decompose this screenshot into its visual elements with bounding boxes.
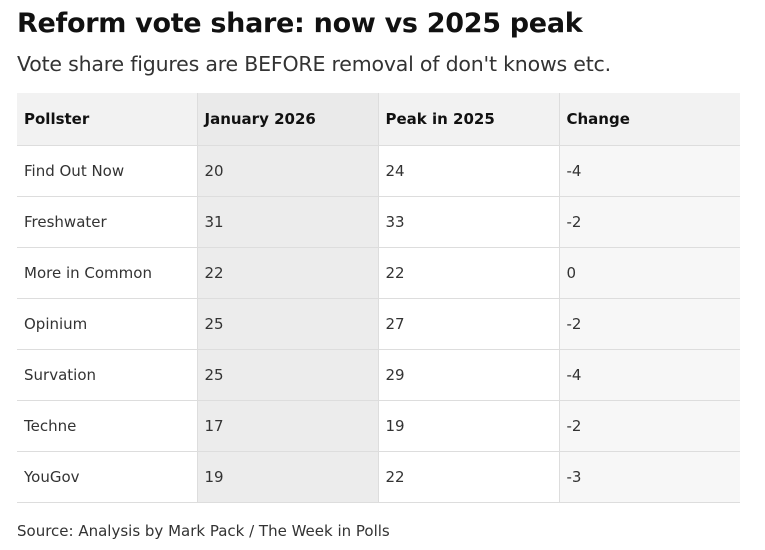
table-body: Find Out Now 20 24 -4 Freshwater 31 33 -… (17, 145, 740, 503)
pollster-cell: Techne (17, 400, 198, 452)
pollster-cell: Find Out Now (17, 145, 198, 197)
january-2026-cell: 25 (197, 349, 379, 401)
change-cell: -4 (559, 349, 740, 401)
column-header-change: Change (559, 93, 740, 146)
table-row: More in Common 22 22 0 (17, 247, 740, 299)
column-header-pollster: Pollster (17, 93, 198, 146)
table-row: Survation 25 29 -4 (17, 349, 740, 401)
change-cell: 0 (559, 247, 740, 299)
table-row: YouGov 19 22 -3 (17, 451, 740, 503)
change-cell: -2 (559, 196, 740, 248)
peak-2025-cell: 24 (378, 145, 560, 197)
table-row: Opinium 25 27 -2 (17, 298, 740, 350)
chart-title: Reform vote share: now vs 2025 peak (17, 8, 583, 39)
peak-2025-cell: 22 (378, 247, 560, 299)
change-cell: -2 (559, 298, 740, 350)
january-2026-cell: 20 (197, 145, 379, 197)
pollster-cell: Opinium (17, 298, 198, 350)
source-note: Source: Analysis by Mark Pack / The Week… (17, 522, 390, 540)
peak-2025-cell: 22 (378, 451, 560, 503)
peak-2025-cell: 27 (378, 298, 560, 350)
january-2026-cell: 22 (197, 247, 379, 299)
column-header-peak-2025: Peak in 2025 (378, 93, 560, 146)
table-row: Find Out Now 20 24 -4 (17, 145, 740, 197)
table-row: Freshwater 31 33 -2 (17, 196, 740, 248)
chart-subtitle: Vote share figures are BEFORE removal of… (17, 52, 611, 76)
change-cell: -2 (559, 400, 740, 452)
pollster-cell: Survation (17, 349, 198, 401)
peak-2025-cell: 33 (378, 196, 560, 248)
header-row: Pollster January 2026 Peak in 2025 Chang… (17, 93, 740, 146)
pollster-cell: YouGov (17, 451, 198, 503)
pollster-cell: More in Common (17, 247, 198, 299)
change-cell: -4 (559, 145, 740, 197)
peak-2025-cell: 29 (378, 349, 560, 401)
january-2026-cell: 19 (197, 451, 379, 503)
table-header: Pollster January 2026 Peak in 2025 Chang… (17, 93, 740, 146)
january-2026-cell: 31 (197, 196, 379, 248)
change-cell: -3 (559, 451, 740, 503)
table-row: Techne 17 19 -2 (17, 400, 740, 452)
january-2026-cell: 17 (197, 400, 379, 452)
pollster-cell: Freshwater (17, 196, 198, 248)
january-2026-cell: 25 (197, 298, 379, 350)
column-header-january-2026: January 2026 (197, 93, 379, 146)
peak-2025-cell: 19 (378, 400, 560, 452)
poll-table: Pollster January 2026 Peak in 2025 Chang… (17, 93, 740, 503)
